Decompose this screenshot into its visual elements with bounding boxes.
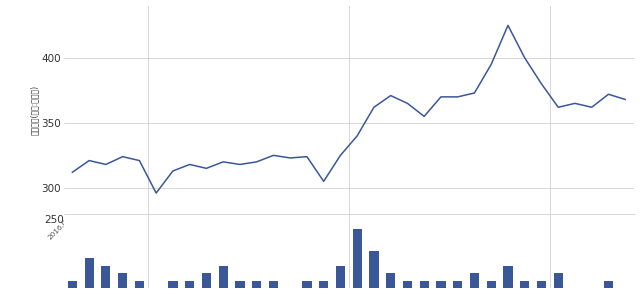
Bar: [118, 273, 127, 288]
Bar: [236, 281, 244, 288]
Bar: [218, 266, 228, 288]
Bar: [403, 281, 412, 288]
Bar: [486, 281, 496, 288]
Bar: [503, 266, 513, 288]
Bar: [319, 281, 328, 288]
Bar: [336, 266, 345, 288]
Text: 250: 250: [44, 215, 64, 225]
Bar: [252, 281, 261, 288]
Bar: [420, 281, 429, 288]
Bar: [554, 273, 563, 288]
Bar: [101, 266, 111, 288]
Bar: [269, 281, 278, 288]
Bar: [604, 281, 613, 288]
Bar: [168, 281, 177, 288]
Bar: [302, 281, 312, 288]
Bar: [537, 281, 546, 288]
Bar: [185, 281, 195, 288]
Bar: [353, 229, 362, 288]
Bar: [386, 273, 396, 288]
Bar: [436, 281, 445, 288]
Bar: [202, 273, 211, 288]
Bar: [68, 281, 77, 288]
Bar: [470, 273, 479, 288]
Bar: [84, 258, 93, 288]
Y-axis label: 거래금액(단위:백만원): 거래금액(단위:백만원): [29, 85, 38, 135]
Bar: [135, 281, 144, 288]
Bar: [369, 251, 378, 288]
Bar: [520, 281, 529, 288]
Bar: [453, 281, 462, 288]
